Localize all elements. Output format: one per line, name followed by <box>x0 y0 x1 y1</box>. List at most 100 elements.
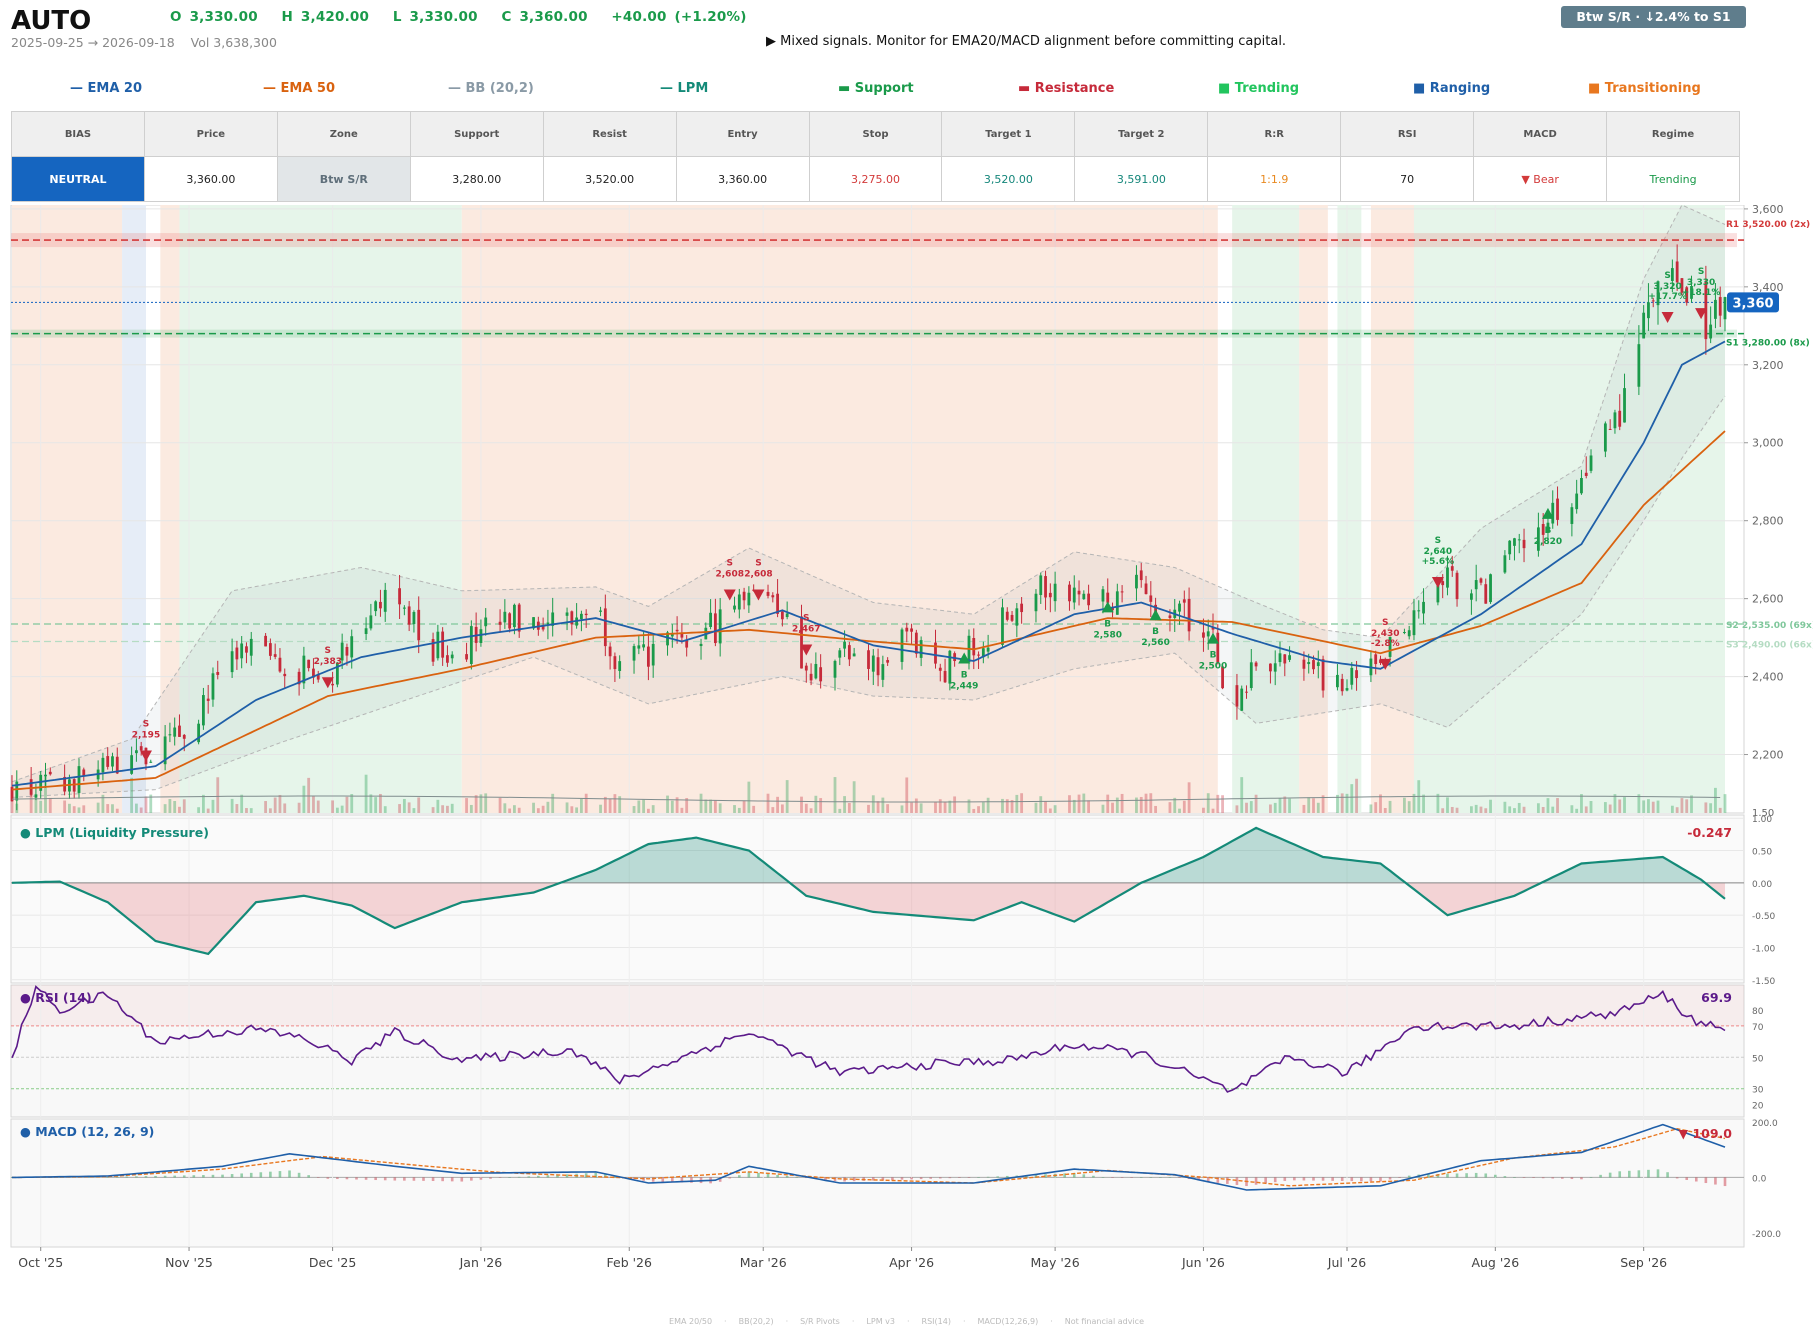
macd-hist-bar <box>431 1177 435 1182</box>
volume-bar <box>685 798 689 813</box>
volume-bar <box>441 805 445 813</box>
macd-pane <box>10 1118 1745 1248</box>
volume-bar <box>1714 787 1717 813</box>
buy-marker <box>1207 632 1220 644</box>
volume-bar <box>1388 800 1392 813</box>
candle-up <box>1316 662 1320 667</box>
regime-band-trending <box>1232 205 1300 813</box>
lpm-last-value: -0.247 <box>1687 825 1732 840</box>
volume-bar <box>737 807 741 813</box>
regime-band-trending <box>179 205 462 813</box>
macd-hist-bar <box>1513 1177 1516 1178</box>
candle-down <box>379 601 382 609</box>
macd-hist-bar <box>661 1177 665 1183</box>
candle-up <box>1503 555 1507 573</box>
macd-hist-bar <box>1675 1177 1679 1179</box>
candle-down <box>603 608 607 647</box>
volume-bar <box>1068 795 1071 813</box>
volume-bar <box>565 802 569 813</box>
macd-hist-bar <box>1704 1177 1708 1184</box>
sell-marker <box>1661 312 1674 324</box>
macd-hist-bar <box>958 1177 961 1178</box>
sell-marker <box>139 750 152 762</box>
candle-down <box>685 639 689 648</box>
volume-bar <box>752 805 756 813</box>
candle-up <box>1206 631 1210 637</box>
macd-hist-bar <box>1206 1177 1210 1182</box>
volume-bar <box>551 793 555 813</box>
volume-bar <box>1637 794 1641 813</box>
volume-bar <box>1436 793 1440 813</box>
candle-up <box>1072 587 1076 603</box>
lpm-negative-area <box>12 882 1725 954</box>
volume-bar <box>771 807 775 813</box>
signal-type: S <box>1664 271 1670 281</box>
macd-hist-bar <box>929 1177 933 1179</box>
candle-up <box>709 612 712 627</box>
volume-bar <box>446 805 449 813</box>
candle-down <box>675 629 679 632</box>
signal-type: B <box>1152 627 1159 637</box>
candle-up <box>733 605 736 610</box>
signal-pct: +5.6% <box>1422 557 1455 567</box>
macd-hist-bar <box>1149 1177 1153 1178</box>
signal-price: 2,467 <box>792 624 820 634</box>
table-header-cell: Entry <box>675 111 810 157</box>
macd-tick-label: 200.0 <box>1752 1119 1778 1129</box>
candle-down <box>1068 584 1071 602</box>
volume-bar <box>886 804 890 813</box>
price-tick-label: 2,800 <box>1752 515 1784 528</box>
volume-bar <box>613 794 617 813</box>
volume-bar <box>283 803 287 813</box>
volume-bar <box>637 800 641 813</box>
macd-tick-label: 0.0 <box>1752 1174 1767 1184</box>
volume-bar <box>814 795 818 813</box>
candle-up <box>350 636 354 658</box>
candle-up <box>1350 667 1354 685</box>
candle-down <box>316 674 320 680</box>
macd-hist-bar <box>383 1177 387 1181</box>
macd-hist-bar <box>1005 1175 1009 1178</box>
candle-up <box>1474 580 1478 590</box>
volume-bar <box>369 794 373 813</box>
table-header-cell: Target 1 <box>941 111 1076 157</box>
volume-bar <box>63 800 67 813</box>
volume-bar <box>699 793 703 813</box>
candle-down <box>541 625 545 630</box>
volume-bar <box>608 798 612 813</box>
candle-down <box>278 657 282 672</box>
macd-hist-bar <box>584 1173 588 1178</box>
candle-down <box>1651 300 1655 302</box>
volume-bar <box>1403 797 1406 813</box>
candle-up <box>1489 574 1492 603</box>
macd-hist-bar <box>881 1177 885 1181</box>
volume-bar <box>1580 794 1583 813</box>
candle-up <box>1407 630 1411 637</box>
macd-hist-bar <box>1168 1177 1172 1178</box>
macd-hist-bar <box>422 1177 425 1181</box>
volume-bar <box>646 808 650 813</box>
x-tick-label: Mar '26 <box>740 1255 787 1270</box>
signal-type: B <box>961 670 968 680</box>
macd-hist-bar <box>374 1177 377 1181</box>
signal-type: S <box>143 719 149 729</box>
candle-down <box>1144 583 1148 595</box>
macd-hist-bar <box>249 1172 253 1178</box>
signal-pct: +17.7% <box>1648 292 1687 302</box>
footer-note: S/R Pivots <box>800 1317 840 1326</box>
macd-hist-bar <box>269 1171 272 1178</box>
x-tick-label: Oct '25 <box>18 1255 63 1270</box>
volume-bar <box>484 793 488 813</box>
volume-bar <box>1216 794 1220 813</box>
x-tick-label: May '26 <box>1031 1255 1080 1270</box>
candle-up <box>532 617 535 629</box>
volume-bar <box>465 798 468 813</box>
signal-price: 2,580 <box>1094 630 1122 640</box>
candle-down <box>312 668 315 678</box>
macd-hist-bar <box>1101 1177 1105 1178</box>
volume-bar <box>268 808 272 813</box>
signal-price: 2,195 <box>132 730 160 740</box>
volume-bar <box>240 794 244 813</box>
candle-up <box>843 641 846 649</box>
candle-down <box>48 771 52 775</box>
